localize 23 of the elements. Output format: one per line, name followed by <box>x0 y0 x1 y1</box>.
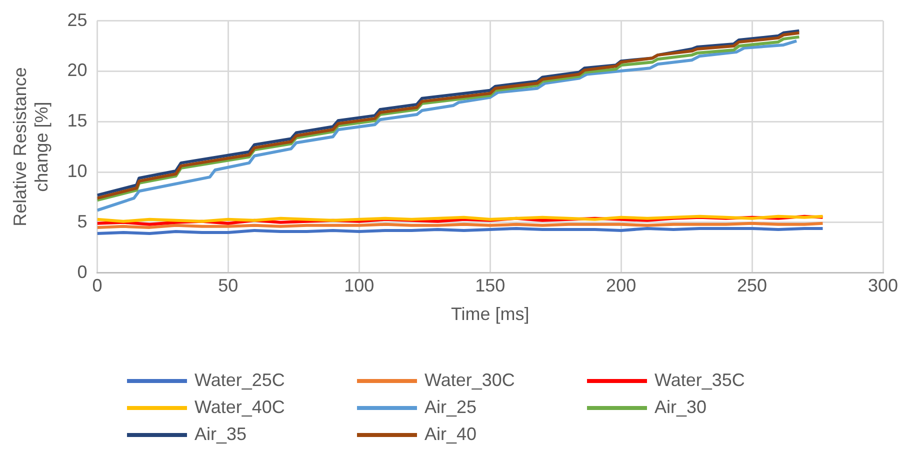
legend-label: Air_25 <box>424 397 477 418</box>
legend-label: Water_30C <box>424 370 515 391</box>
y-tick-label: 20 <box>67 60 88 80</box>
x-tick-label: 200 <box>606 276 636 296</box>
y-tick-label: 15 <box>67 110 88 131</box>
y-tick-label: 25 <box>67 10 88 30</box>
legend-label: Air_35 <box>194 424 247 445</box>
legend-label: Water_40C <box>194 397 285 418</box>
x-tick-label: 50 <box>218 276 238 296</box>
x-tick-label: 300 <box>868 276 898 296</box>
legend-label: Water_35C <box>654 370 745 391</box>
x-tick-label: 150 <box>475 276 506 296</box>
legend-label: Air_30 <box>654 397 707 418</box>
legend-label: Air_40 <box>424 424 477 445</box>
y-tick-label: 10 <box>67 160 88 181</box>
y-tick-label: 5 <box>77 211 88 232</box>
x-tick-label: 0 <box>92 276 102 296</box>
x-tick-label: 100 <box>344 276 374 296</box>
y-axis-title: Relative Resistance change [%] <box>10 67 52 226</box>
x-tick-label: 250 <box>737 276 768 296</box>
y-tick-label: 0 <box>77 262 88 282</box>
x-axis-title: Time [ms] <box>450 304 530 324</box>
legend-label: Water_25C <box>194 370 285 391</box>
